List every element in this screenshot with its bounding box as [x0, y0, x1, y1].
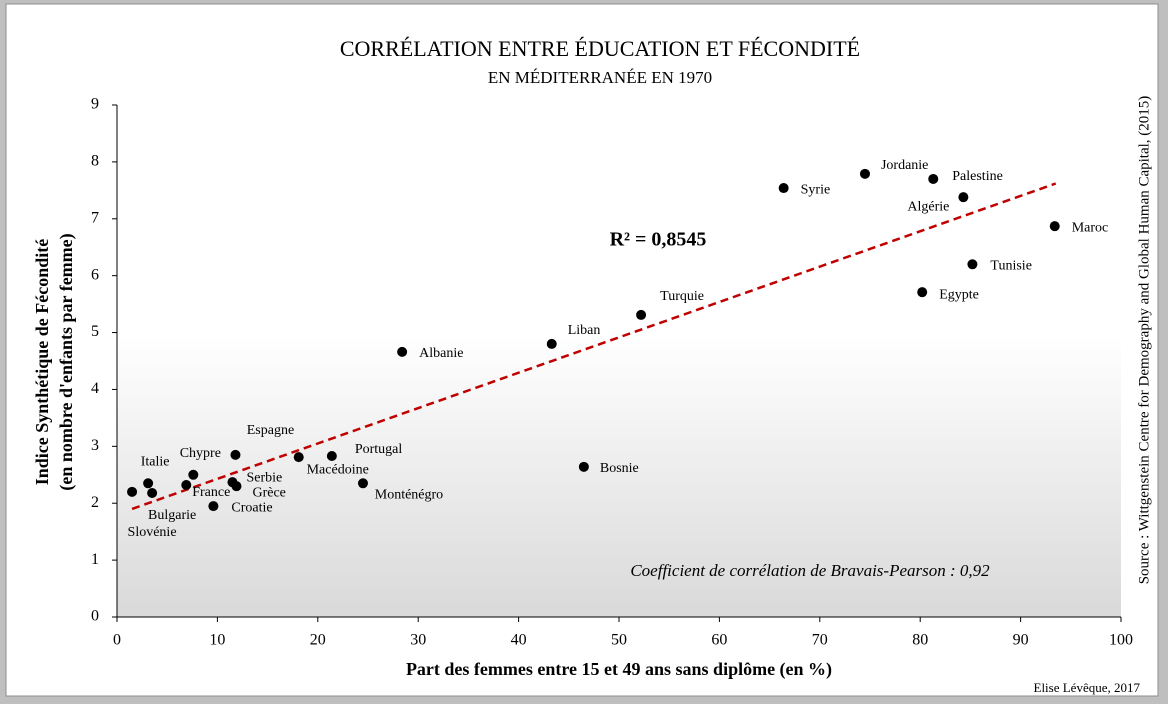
point-label: Macédoine — [307, 462, 369, 477]
point-label: Italie — [141, 455, 170, 470]
x-tick-label: 50 — [611, 632, 627, 649]
point — [636, 309, 647, 320]
point-label: Grèce — [252, 485, 285, 500]
point-label: France — [192, 485, 230, 500]
point-label: Maroc — [1072, 220, 1109, 235]
point — [231, 481, 242, 492]
point — [293, 452, 304, 463]
point-label: Liban — [568, 323, 601, 338]
point — [208, 501, 219, 512]
y-axis-label: (en nombre d'enfants par femme) — [56, 233, 77, 490]
point — [326, 451, 337, 462]
point-label: Monténégro — [375, 488, 443, 503]
point-label: Chypre — [180, 446, 221, 461]
point — [230, 449, 241, 460]
point-label: Espagne — [247, 423, 294, 438]
point-label: Serbie — [246, 470, 282, 485]
y-tick-label: 8 — [91, 153, 99, 170]
x-axis-label: Part des femmes entre 15 et 49 ans sans … — [406, 659, 832, 680]
point — [127, 486, 138, 497]
credit: Elise Lévêque, 2017 — [1034, 680, 1141, 695]
x-tick-label: 30 — [410, 632, 426, 649]
point-label: Slovénie — [128, 525, 177, 540]
r2-label: R² = 0,8545 — [610, 229, 707, 251]
x-tick-label: 0 — [113, 632, 121, 649]
point — [357, 478, 368, 489]
annotation: Coefficient de corrélation de Bravais-Pe… — [630, 561, 990, 580]
point-label: Jordanie — [881, 158, 928, 173]
y-tick-label: 2 — [91, 494, 99, 511]
point-label: Syrie — [801, 182, 831, 197]
point — [143, 478, 154, 489]
point-label: Tunisie — [990, 259, 1032, 274]
x-tick-label: 90 — [1013, 632, 1029, 649]
y-axis-label: Indice Synthétique de Fécondité — [32, 239, 52, 486]
point-label: Palestine — [952, 169, 1003, 184]
point — [147, 487, 158, 498]
point-label: Bosnie — [600, 461, 639, 476]
point — [917, 287, 928, 298]
point — [1049, 221, 1060, 232]
point — [181, 480, 192, 491]
trend-line — [131, 182, 1057, 511]
chart-subtitle: EN MÉDITERRANÉE EN 1970 — [488, 68, 712, 87]
point-label: Bulgarie — [148, 508, 196, 523]
point — [188, 469, 199, 480]
point — [958, 192, 969, 203]
point-label: Algérie — [907, 199, 949, 214]
x-tick-label: 20 — [310, 632, 326, 649]
y-tick-label: 7 — [91, 209, 99, 226]
point-label: Portugal — [355, 442, 403, 457]
y-tick-label: 3 — [91, 437, 99, 454]
point-label: Egypte — [939, 287, 979, 302]
point — [778, 183, 789, 194]
y-tick-label: 4 — [91, 380, 99, 397]
x-tick-label: 80 — [912, 632, 928, 649]
point — [859, 168, 870, 179]
plot-area — [117, 105, 1121, 617]
point — [546, 338, 557, 349]
point — [397, 346, 408, 357]
chart-title: CORRÉLATION ENTRE ÉDUCATION ET FÉCONDITÉ — [340, 36, 860, 61]
y-tick-label: 9 — [91, 96, 99, 113]
y-tick-label: 5 — [91, 323, 99, 340]
x-tick-label: 70 — [812, 632, 828, 649]
y-tick-label: 0 — [91, 608, 99, 625]
point — [578, 461, 589, 472]
x-tick-label: 40 — [511, 632, 527, 649]
point — [967, 259, 978, 270]
x-tick-label: 100 — [1109, 632, 1133, 649]
x-tick-label: 10 — [209, 632, 225, 649]
point-label: Turquie — [660, 289, 704, 304]
point-label: Albanie — [419, 346, 463, 361]
y-tick-label: 1 — [91, 551, 99, 568]
y-tick-label: 6 — [91, 266, 99, 283]
point-label: Croatie — [231, 500, 272, 515]
x-tick-label: 60 — [711, 632, 727, 649]
source: Source : Wittgenstein Centre for Demogra… — [1136, 96, 1152, 585]
point — [928, 173, 939, 184]
